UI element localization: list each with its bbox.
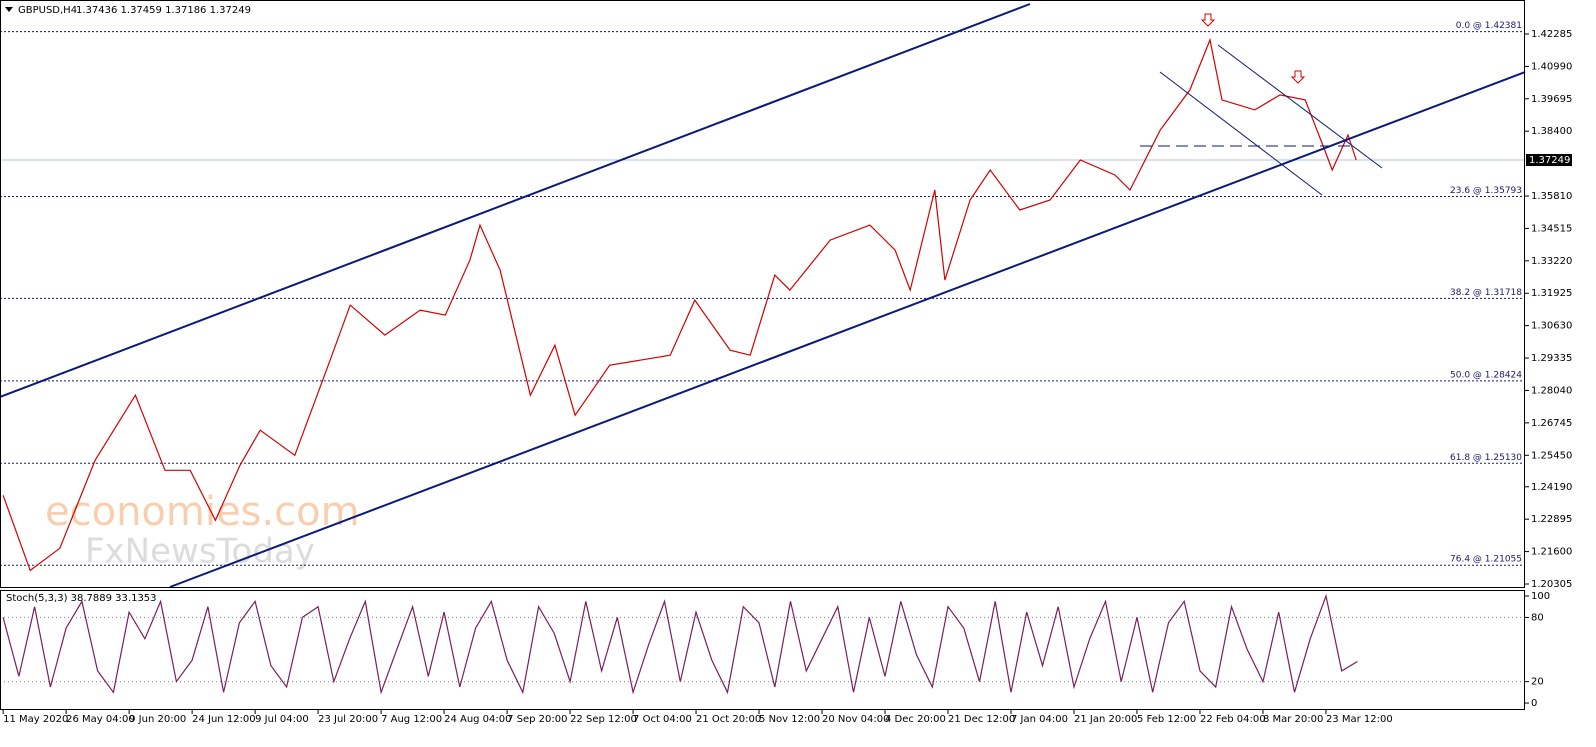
price-line — [2, 37, 1357, 572]
x-tick-label: 7 Oct 04:00 — [633, 714, 692, 725]
down-channel-upper — [1217, 44, 1383, 169]
y-tick-label: 1.25450 — [1531, 450, 1572, 461]
y-tick-label: 1.28040 — [1531, 385, 1572, 396]
x-tick-label: 24 Jun 12:00 — [192, 714, 256, 725]
x-tick-label: 9 Jun 20:00 — [129, 714, 186, 725]
x-tick-label: 7 Sep 20:00 — [507, 714, 567, 725]
y-tick-label: 100 — [1531, 591, 1550, 602]
x-tick-label: 11 May 2020 — [3, 714, 68, 725]
signal-arrow — [1200, 13, 1216, 27]
y-tick-label: 0 — [1531, 698, 1537, 709]
y-tick-label: 1.40990 — [1531, 61, 1572, 72]
y-tick-label: 1.26745 — [1531, 418, 1572, 429]
y-tick-label: 1.31925 — [1531, 288, 1572, 299]
y-tick-label: 1.21600 — [1531, 547, 1572, 558]
level-label: 38.2 @ 1.31718 — [1450, 288, 1522, 298]
y-tick-label: 20 — [1531, 677, 1544, 688]
x-tick-label: 8 Mar 20:00 — [1263, 714, 1323, 725]
level-label: 61.8 @ 1.25130 — [1450, 453, 1522, 463]
y-tick-label: 1.33220 — [1531, 256, 1572, 267]
x-tick-label: 22 Sep 12:00 — [570, 714, 637, 725]
watermark: economies.com FxNewsToday — [45, 489, 360, 572]
y-tick-label: 1.39695 — [1531, 94, 1572, 105]
stoch-title: Stoch(5,3,3) 38.7889 33.1353 — [6, 593, 157, 604]
x-tick-label: 21 Dec 12:00 — [948, 714, 1015, 725]
level-label: 76.4 @ 1.21055 — [1450, 555, 1522, 565]
x-tick-label: 23 Jul 20:00 — [318, 714, 378, 725]
y-tick-label: 1.30630 — [1531, 321, 1572, 332]
x-tick-label: 26 May 04:00 — [66, 714, 135, 725]
symbol-title: GBPUSD,H4 — [18, 5, 77, 16]
y-tick-label: 1.29335 — [1531, 353, 1572, 364]
x-tick-label: 4 Dec 20:00 — [885, 714, 946, 725]
down-channel-lower — [1159, 71, 1323, 196]
x-tick-label: 24 Aug 04:00 — [444, 714, 511, 725]
y-tick-label: 1.24190 — [1531, 482, 1572, 493]
ohlc: 1.37436 1.37459 1.37186 1.37249 — [76, 5, 251, 16]
channel-upper — [0, 3, 1031, 398]
level-label: 0.0 @ 1.42381 — [1456, 21, 1522, 31]
watermark-text: economies.com — [45, 489, 360, 535]
price-line — [2, 593, 1358, 695]
channel-lower — [169, 71, 1526, 588]
menu-triangle[interactable] — [5, 7, 13, 12]
x-tick-label: 9 Jul 04:00 — [255, 714, 309, 725]
y-tick-label: 1.35810 — [1531, 191, 1572, 202]
x-tick-label: 22 Feb 04:00 — [1200, 714, 1266, 725]
x-tick-label: 7 Aug 12:00 — [381, 714, 442, 725]
x-tick-label: 21 Jan 20:00 — [1074, 714, 1137, 725]
stoch-panel-frame — [0, 590, 1525, 710]
x-tick-label: 7 Jan 04:00 — [1011, 714, 1068, 725]
y-tick-label: 1.38400 — [1531, 126, 1572, 137]
last-price-label: 1.37249 — [1529, 155, 1570, 166]
signal-arrow — [1290, 70, 1306, 84]
x-tick-label: 23 Mar 12:00 — [1326, 714, 1393, 725]
x-tick-label: 5 Feb 12:00 — [1137, 714, 1196, 725]
last-price-box — [1526, 154, 1572, 167]
y-tick-label: 1.20305 — [1531, 579, 1572, 590]
y-tick-label: 1.22895 — [1531, 514, 1572, 525]
level-label: 23.6 @ 1.35793 — [1450, 186, 1522, 196]
x-tick-label: 5 Nov 12:00 — [759, 714, 820, 725]
trend-lines — [0, 3, 1526, 588]
x-tick-label: 20 Nov 04:00 — [822, 714, 889, 725]
level-label: 50.0 @ 1.28424 — [1450, 370, 1522, 380]
x-tick-label: 21 Oct 20:00 — [696, 714, 761, 725]
y-tick-label: 1.34515 — [1531, 223, 1572, 234]
main-panel-frame — [0, 0, 1525, 588]
y-tick-label: 80 — [1531, 612, 1544, 623]
y-tick-label: 1.42285 — [1531, 29, 1572, 40]
